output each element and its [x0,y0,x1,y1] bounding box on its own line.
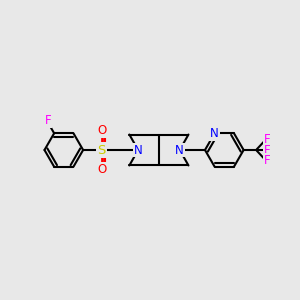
Text: N: N [134,143,142,157]
Text: N: N [210,127,219,140]
Text: O: O [97,124,106,137]
Text: F: F [264,143,271,157]
Text: F: F [264,154,271,167]
Text: O: O [97,163,106,176]
Text: F: F [45,114,52,128]
Text: F: F [264,133,271,146]
Text: S: S [98,143,106,157]
Text: N: N [175,143,184,157]
